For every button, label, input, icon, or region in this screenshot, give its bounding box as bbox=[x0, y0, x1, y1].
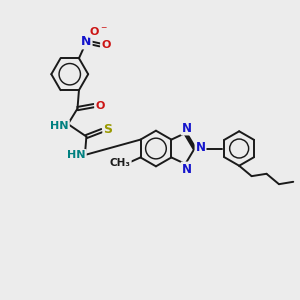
Text: O: O bbox=[101, 40, 110, 50]
Text: O$^-$: O$^-$ bbox=[89, 25, 108, 37]
Text: HN: HN bbox=[50, 121, 69, 130]
Text: N: N bbox=[182, 163, 191, 176]
Text: O: O bbox=[95, 100, 104, 111]
Text: N: N bbox=[81, 35, 92, 48]
Text: CH₃: CH₃ bbox=[110, 158, 131, 168]
Text: N: N bbox=[196, 141, 206, 154]
Text: S: S bbox=[103, 123, 112, 136]
Text: N: N bbox=[182, 122, 191, 134]
Text: HN: HN bbox=[67, 150, 86, 160]
